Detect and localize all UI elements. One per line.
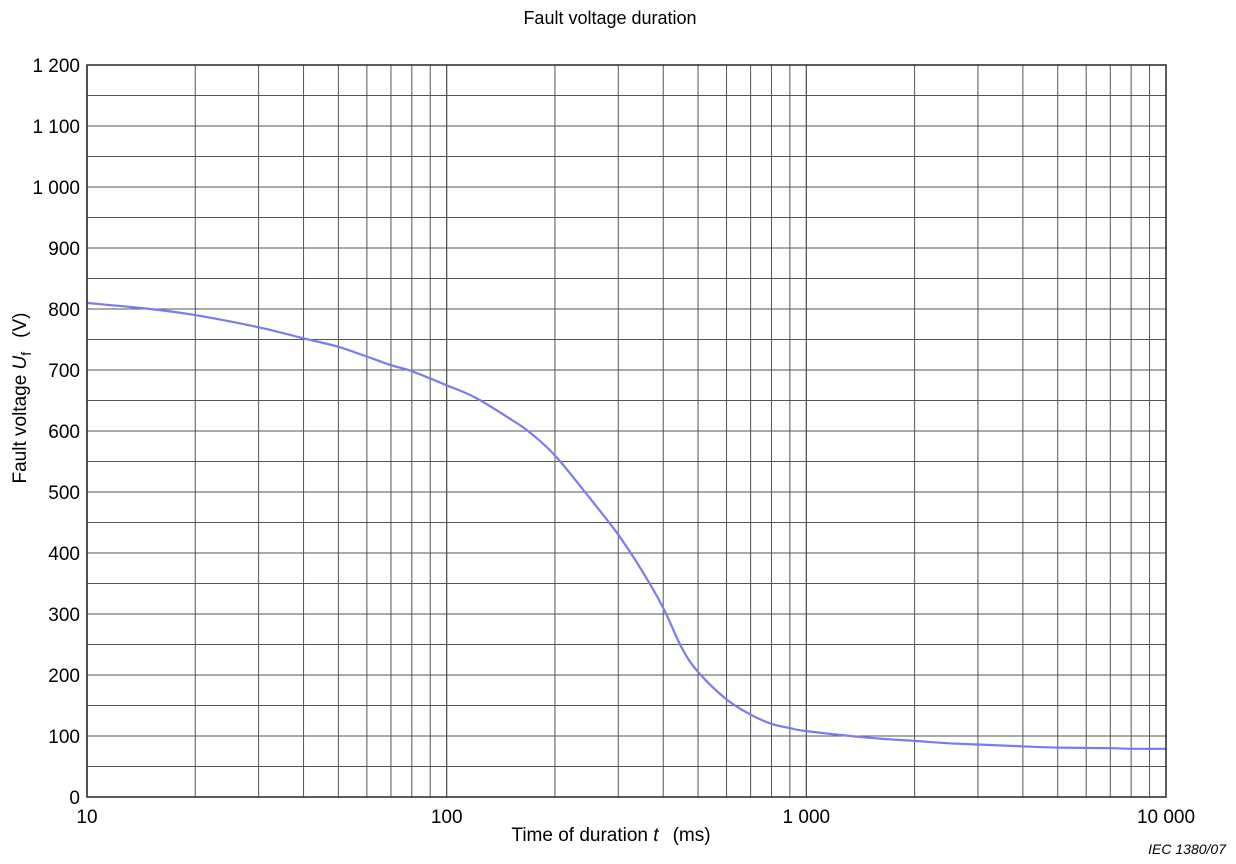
x-axis-label-prefix: Time of duration xyxy=(511,825,653,846)
y-tick-label: 500 xyxy=(48,483,80,504)
x-tick-label: 100 xyxy=(431,807,463,828)
x-tick-label: 10 xyxy=(76,807,97,828)
y-axis-symbol: U xyxy=(10,355,31,369)
y-axis-label: Fault voltage Uf (V) xyxy=(10,312,34,483)
grid xyxy=(86,64,1166,798)
y-tick-label: 1 000 xyxy=(32,178,80,199)
y-axis-subscript: f xyxy=(18,352,34,356)
x-axis-unit: (ms) xyxy=(673,825,711,846)
y-tick-label: 700 xyxy=(48,361,80,382)
y-tick-label: 600 xyxy=(48,422,80,443)
y-tick-label: 400 xyxy=(48,544,80,565)
series-line xyxy=(86,301,1167,750)
x-tick-label: 10 000 xyxy=(1137,807,1195,828)
y-tick-label: 200 xyxy=(48,666,80,687)
series xyxy=(86,301,1167,750)
y-tick-label: 900 xyxy=(48,239,80,260)
y-axis-unit: (V) xyxy=(10,312,31,337)
x-axis-symbol: t xyxy=(653,825,659,846)
plot-frame xyxy=(86,64,1167,798)
x-tick-label: 1 000 xyxy=(783,807,831,828)
chart-title: Fault voltage duration xyxy=(523,8,696,28)
source-reference: IEC 1380/07 xyxy=(1148,841,1227,857)
y-tick-label: 100 xyxy=(48,727,80,748)
y-axis-label-prefix: Fault voltage xyxy=(10,369,31,483)
y-tick-label: 0 xyxy=(69,788,80,809)
y-tick-label: 1 200 xyxy=(32,56,80,77)
y-tick-label: 1 100 xyxy=(32,117,80,138)
tick-labels: 0 100 200 300 400 500 600 700 800 900 1 000 1 100 1 … xyxy=(32,56,1195,828)
y-tick-label: 300 xyxy=(48,605,80,626)
y-tick-label: 800 xyxy=(48,300,80,321)
x-axis-label: Time of duration t (ms) xyxy=(511,825,710,846)
